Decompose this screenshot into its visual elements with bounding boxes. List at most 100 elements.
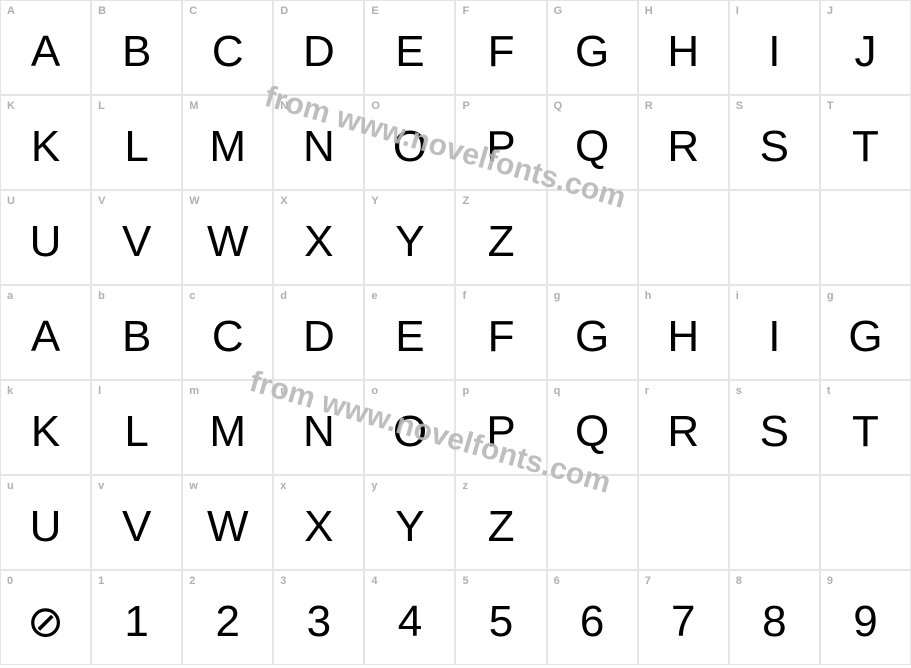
glyph-cell: qQ xyxy=(547,380,638,475)
cell-glyph: R xyxy=(667,122,699,172)
glyph-cell: HH xyxy=(638,0,729,95)
cell-label: z xyxy=(462,480,468,492)
cell-label: Q xyxy=(554,100,563,112)
cell-glyph: U xyxy=(30,502,62,552)
glyph-cell xyxy=(638,190,729,285)
glyph-cell: bB xyxy=(91,285,182,380)
glyph-cell: 88 xyxy=(729,570,820,665)
glyph-cell: BB xyxy=(91,0,182,95)
glyph-cell: TT xyxy=(820,95,911,190)
glyph-cell: fF xyxy=(455,285,546,380)
glyph-cell: RR xyxy=(638,95,729,190)
glyph-cell: PP xyxy=(455,95,546,190)
cell-label: 1 xyxy=(98,575,104,587)
cell-label: G xyxy=(554,5,563,17)
cell-label: c xyxy=(189,290,195,302)
glyph-cell: xX xyxy=(273,475,364,570)
cell-label: 6 xyxy=(554,575,560,587)
glyph-cell: VV xyxy=(91,190,182,285)
glyph-cell: vV xyxy=(91,475,182,570)
cell-glyph: W xyxy=(207,217,249,267)
glyph-cell: zZ xyxy=(455,475,546,570)
cell-glyph: P xyxy=(486,407,515,457)
cell-label: u xyxy=(7,480,14,492)
cell-glyph: B xyxy=(122,312,151,362)
cell-label: h xyxy=(645,290,652,302)
glyph-cell: dD xyxy=(273,285,364,380)
cell-label: s xyxy=(736,385,742,397)
cell-label: X xyxy=(280,195,287,207)
glyph-cell: WW xyxy=(182,190,273,285)
cell-glyph: D xyxy=(303,312,335,362)
glyph-cell: oO xyxy=(364,380,455,475)
cell-label: d xyxy=(280,290,287,302)
cell-glyph: Y xyxy=(395,217,424,267)
glyph-cell: EE xyxy=(364,0,455,95)
glyph-cell xyxy=(547,190,638,285)
cell-glyph: E xyxy=(395,312,424,362)
cell-label: p xyxy=(462,385,469,397)
cell-glyph: H xyxy=(667,27,699,77)
glyph-cell: hH xyxy=(638,285,729,380)
cell-glyph: I xyxy=(768,27,780,77)
cell-label: L xyxy=(98,100,105,112)
cell-label: D xyxy=(280,5,288,17)
glyph-cell: 66 xyxy=(547,570,638,665)
cell-glyph: E xyxy=(395,27,424,77)
cell-label: l xyxy=(98,385,101,397)
cell-glyph: G xyxy=(575,27,609,77)
glyph-cell: UU xyxy=(0,190,91,285)
cell-label: a xyxy=(7,290,13,302)
cell-glyph: L xyxy=(124,407,148,457)
cell-glyph: L xyxy=(124,122,148,172)
glyph-cell: MM xyxy=(182,95,273,190)
glyph-cell: 0⊘ xyxy=(0,570,91,665)
cell-label: o xyxy=(371,385,378,397)
cell-label: N xyxy=(280,100,288,112)
glyph-cell xyxy=(729,475,820,570)
cell-glyph: T xyxy=(852,407,879,457)
cell-label: Y xyxy=(371,195,378,207)
cell-glyph: O xyxy=(393,407,427,457)
cell-label: P xyxy=(462,100,469,112)
cell-glyph: A xyxy=(31,27,60,77)
glyph-cell: QQ xyxy=(547,95,638,190)
cell-glyph: Q xyxy=(575,407,609,457)
cell-label: H xyxy=(645,5,653,17)
glyph-cell xyxy=(820,190,911,285)
glyph-cell: NN xyxy=(273,95,364,190)
glyph-cell: lL xyxy=(91,380,182,475)
cell-glyph: G xyxy=(848,312,882,362)
glyph-cell: sS xyxy=(729,380,820,475)
glyph-cell: nN xyxy=(273,380,364,475)
cell-label: T xyxy=(827,100,834,112)
glyph-cell xyxy=(729,190,820,285)
cell-glyph: S xyxy=(760,122,789,172)
cell-label: R xyxy=(645,100,653,112)
glyph-grid: AABBCCDDEEFFGGHHIIJJKKLLMMNNOOPPQQRRSSTT… xyxy=(0,0,911,665)
glyph-cell xyxy=(547,475,638,570)
cell-glyph: M xyxy=(209,122,246,172)
glyph-cell: gG xyxy=(547,285,638,380)
glyph-cell: CC xyxy=(182,0,273,95)
glyph-cell: 33 xyxy=(273,570,364,665)
cell-glyph: Y xyxy=(395,502,424,552)
glyph-cell: mM xyxy=(182,380,273,475)
cell-label: n xyxy=(280,385,287,397)
cell-label: 8 xyxy=(736,575,742,587)
glyph-cell: aA xyxy=(0,285,91,380)
cell-glyph: N xyxy=(303,407,335,457)
cell-glyph: C xyxy=(212,312,244,362)
cell-glyph: 5 xyxy=(489,597,513,647)
glyph-cell: uU xyxy=(0,475,91,570)
cell-label: 7 xyxy=(645,575,651,587)
cell-glyph: 2 xyxy=(215,597,239,647)
cell-label: g xyxy=(827,290,834,302)
glyph-cell: II xyxy=(729,0,820,95)
cell-glyph: I xyxy=(768,312,780,362)
cell-label: 3 xyxy=(280,575,286,587)
glyph-cell: 44 xyxy=(364,570,455,665)
cell-glyph: X xyxy=(304,217,333,267)
glyph-cell xyxy=(820,475,911,570)
cell-label: k xyxy=(7,385,13,397)
